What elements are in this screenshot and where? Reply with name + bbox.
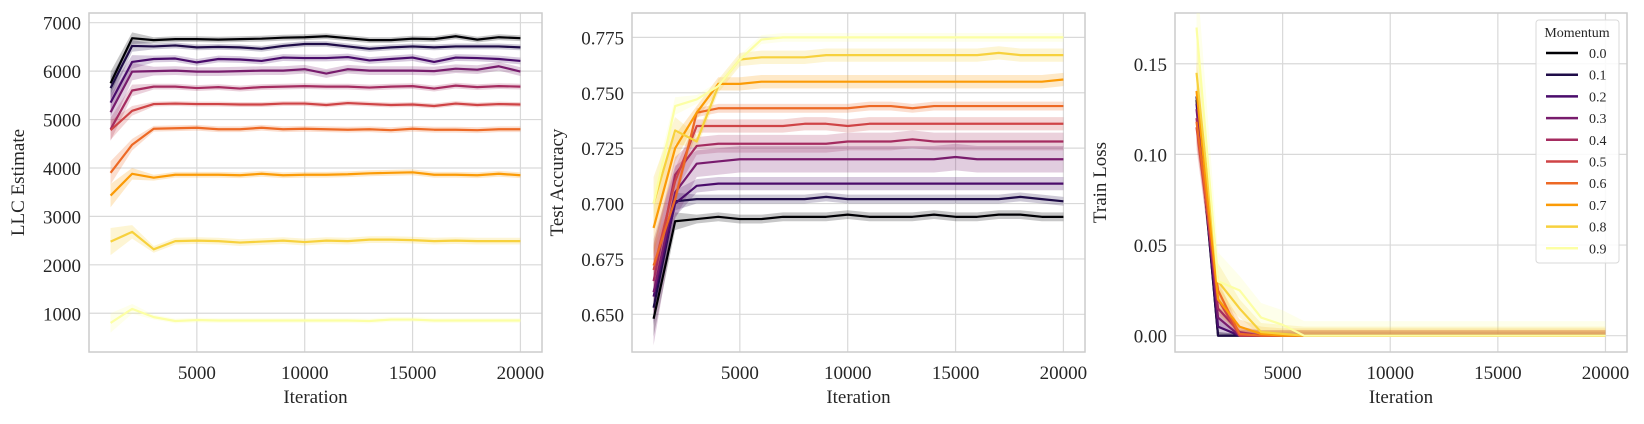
x-tick-label: 10000 xyxy=(1366,363,1414,384)
series-line-0.6 xyxy=(109,126,521,174)
legend-label: 0.0 xyxy=(1589,47,1607,62)
x-tick-label: 20000 xyxy=(497,363,545,384)
series-line-0.6 xyxy=(652,104,1064,266)
series-line-0.2 xyxy=(652,182,1064,297)
series-group xyxy=(109,32,521,333)
panel-3: 5000 10000 15000 20000 0.00 0.05 0.10 0.15 Itera… xyxy=(1090,12,1630,408)
panel-1: 5000 10000 15000 20000 1000 2000 3000 4000 5000 6… xyxy=(8,12,545,408)
y-axis-label: Test Accuracy xyxy=(547,128,568,236)
y-tick-label: 0.700 xyxy=(581,195,624,216)
y-tick-label: 2000 xyxy=(43,256,81,277)
x-tick-label: 10000 xyxy=(824,363,872,384)
x-axis-label: Iteration xyxy=(826,387,891,408)
legend-label: 0.2 xyxy=(1589,90,1607,105)
series-line-0.1 xyxy=(652,195,1064,308)
series-line-0.3 xyxy=(109,65,521,113)
legend: Momentum 0.0 0.1 0.2 0.3 0.4 0.5 0.6 0.7 0.8 0.9 xyxy=(1535,19,1620,264)
confidence-band-0.9 xyxy=(1196,13,1606,336)
x-tick-label: 5000 xyxy=(1264,363,1302,384)
series-line-0.9 xyxy=(109,307,521,324)
series-line-0.8 xyxy=(110,230,521,251)
legend-label: 0.6 xyxy=(1589,177,1607,192)
series-line-0.9 xyxy=(652,36,1064,204)
series-line-0.7 xyxy=(109,171,521,197)
series-line-0.1 xyxy=(109,42,521,89)
series-line-0.2 xyxy=(109,55,521,104)
y-tick-label: 0.675 xyxy=(581,250,624,271)
series-line-0.9 xyxy=(1195,27,1606,337)
legend-label: 0.8 xyxy=(1589,221,1607,236)
x-tick-label: 5000 xyxy=(178,363,216,384)
confidence-band-0.5 xyxy=(653,117,1064,297)
x-tick-label: 20000 xyxy=(1040,363,1088,384)
y-tick-label: 1000 xyxy=(43,304,81,325)
axes-frame xyxy=(631,12,1086,353)
series-line-0.3 xyxy=(652,155,1064,293)
y-tick-label: 0.725 xyxy=(581,139,624,160)
y-tick-label: 0.00 xyxy=(1134,327,1167,348)
y-tick-label: 3000 xyxy=(43,207,81,228)
x-tick-label: 20000 xyxy=(1582,363,1630,384)
legend-label: 0.1 xyxy=(1589,69,1607,84)
legend-label: 0.4 xyxy=(1589,134,1607,149)
y-tick-label: 5000 xyxy=(43,111,81,132)
series-line-0.5 xyxy=(652,122,1064,271)
panel-2: 5000 10000 15000 20000 0.650 0.675 0.700 0.725 0… xyxy=(547,12,1088,408)
axes-frame xyxy=(1174,12,1628,353)
series-line-0.4 xyxy=(652,138,1064,282)
confidence-band-0.8 xyxy=(110,225,521,256)
x-axis-label: Iteration xyxy=(283,387,348,408)
confidence-band-0.4 xyxy=(110,82,521,141)
confidence-band-0.9 xyxy=(110,304,521,333)
legend-title: Momentum xyxy=(1544,26,1609,41)
confidence-band-0.2 xyxy=(653,176,1064,324)
y-axis-label: Train Loss xyxy=(1090,142,1111,223)
series-group xyxy=(1195,13,1606,337)
y-tick-label: 6000 xyxy=(43,62,81,83)
series-group xyxy=(652,32,1064,346)
series-line-0.0 xyxy=(109,35,521,84)
axes-frame xyxy=(88,12,543,353)
series-line-0.4 xyxy=(109,84,521,130)
y-tick-label: 4000 xyxy=(43,159,81,180)
y-tick-label: 0.750 xyxy=(581,84,624,105)
legend-label: 0.9 xyxy=(1589,242,1607,257)
x-tick-label: 15000 xyxy=(1474,363,1522,384)
y-tick-label: 7000 xyxy=(43,14,81,35)
x-tick-label: 15000 xyxy=(389,363,437,384)
series-line-0.7 xyxy=(652,78,1064,229)
legend-label: 0.7 xyxy=(1589,199,1607,214)
x-tick-label: 10000 xyxy=(281,363,329,384)
series-line-0.0 xyxy=(652,213,1064,320)
y-tick-label: 0.10 xyxy=(1134,145,1167,166)
y-tick-label: 0.15 xyxy=(1134,55,1167,76)
x-axis-label: Iteration xyxy=(1369,387,1434,408)
legend-label: 0.5 xyxy=(1589,156,1607,171)
confidence-band-0.3 xyxy=(653,143,1064,346)
y-tick-label: 0.650 xyxy=(581,305,624,326)
y-tick-label: 0.05 xyxy=(1134,236,1167,257)
y-tick-label: 0.775 xyxy=(581,28,624,49)
series-line-0.5 xyxy=(109,101,521,132)
confidence-band-0.0 xyxy=(653,210,1064,337)
plot-area xyxy=(89,13,542,352)
x-tick-label: 15000 xyxy=(932,363,980,384)
legend-label: 0.3 xyxy=(1589,112,1607,127)
plot-area xyxy=(632,13,1085,352)
x-tick-label: 5000 xyxy=(721,363,759,384)
legend-box xyxy=(1535,19,1620,264)
y-axis-label: LLC Estimate xyxy=(8,129,29,236)
